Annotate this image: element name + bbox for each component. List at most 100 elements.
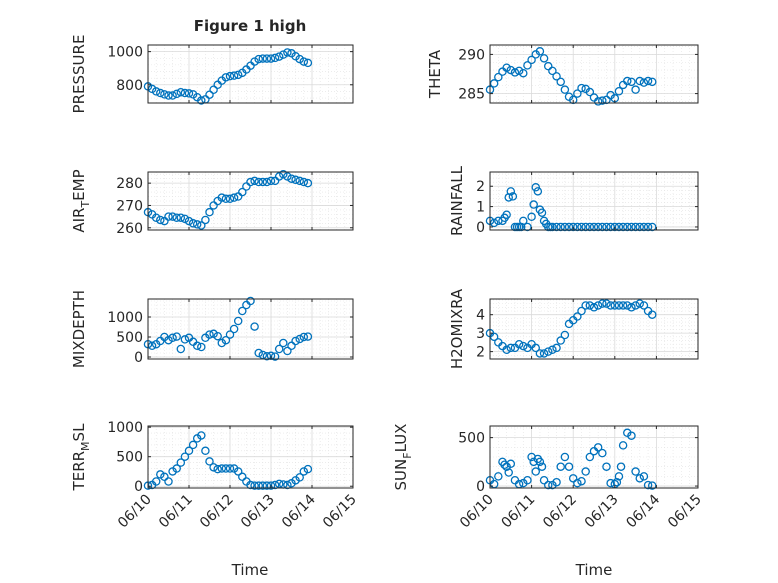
x-tick-label: 06/14 xyxy=(623,491,663,531)
data-point xyxy=(295,176,304,186)
axes-box xyxy=(147,44,354,104)
data-point xyxy=(552,222,561,232)
data-point xyxy=(589,222,599,232)
data-point xyxy=(639,222,649,232)
data-point xyxy=(184,89,194,98)
data-point xyxy=(564,462,574,471)
data-point xyxy=(233,70,243,80)
data-point xyxy=(647,481,657,490)
data-point xyxy=(303,178,313,188)
data-point xyxy=(283,48,292,57)
data-point xyxy=(573,312,582,321)
data-point xyxy=(533,187,543,196)
data-point xyxy=(266,481,276,490)
axes-box xyxy=(489,171,699,231)
subplot-6: 2 3 4 H2OMIXRA xyxy=(448,288,699,369)
data-point xyxy=(201,446,210,456)
data-point xyxy=(254,348,263,358)
data-point xyxy=(556,462,565,471)
data-point xyxy=(606,301,615,310)
data-point xyxy=(168,212,177,221)
data-point xyxy=(233,316,243,326)
data-point xyxy=(527,212,536,222)
data-point xyxy=(560,222,570,232)
data-point xyxy=(287,174,296,183)
data-point xyxy=(279,50,288,59)
data-point xyxy=(225,464,235,473)
data-point xyxy=(627,303,636,312)
data-point xyxy=(197,96,206,105)
data-point xyxy=(192,341,202,351)
data-point xyxy=(156,215,165,225)
y-tick-label: 0 xyxy=(476,479,485,495)
data-point xyxy=(531,467,541,476)
data-point xyxy=(291,175,300,185)
y-tick-label: 0 xyxy=(134,350,143,366)
data-point xyxy=(548,222,557,232)
data-point xyxy=(238,306,247,316)
data-point xyxy=(274,52,284,61)
subplot-7: 06/10 06/11 06/12 06/13 06/14 06/15 0 500 1000 TE… xyxy=(70,420,360,531)
x-axis-label-left: Time xyxy=(231,561,269,579)
data-point xyxy=(529,200,538,209)
data-point xyxy=(184,446,194,456)
data-point xyxy=(283,480,292,490)
data-point xyxy=(606,478,615,488)
data-point xyxy=(581,222,590,232)
data-point xyxy=(537,208,547,217)
y-axis-label: PRESSURE xyxy=(70,35,88,114)
data-point xyxy=(623,301,632,310)
data-point xyxy=(585,452,595,462)
data-point xyxy=(560,85,570,94)
data-point xyxy=(593,443,603,452)
data-point xyxy=(506,343,516,353)
data-point xyxy=(262,54,272,63)
data-point xyxy=(527,55,536,65)
data-point xyxy=(647,77,657,87)
data-point xyxy=(539,475,549,485)
data-point xyxy=(209,463,218,472)
data-point xyxy=(266,54,276,63)
axes-box xyxy=(489,425,699,489)
y-tick-label: 1000 xyxy=(107,420,143,436)
subplot-8: 06/10 06/11 06/12 06/13 06/14 06/15 0 500 SUNFLU… xyxy=(392,424,705,532)
data-point xyxy=(160,90,169,99)
y-tick-label: 500 xyxy=(116,450,143,466)
data-point xyxy=(639,472,649,481)
data-point xyxy=(303,464,313,474)
data-point xyxy=(585,222,595,232)
data-point xyxy=(581,467,590,476)
data-point xyxy=(614,301,624,310)
data-point xyxy=(205,330,214,339)
data-point xyxy=(172,213,181,222)
data-point xyxy=(494,72,503,82)
data-point xyxy=(254,54,263,64)
data-point xyxy=(635,474,645,483)
data-point xyxy=(164,212,173,221)
data-point xyxy=(614,222,624,232)
data-point xyxy=(506,187,516,196)
data-point xyxy=(246,480,255,490)
data-point xyxy=(627,77,636,87)
data-point xyxy=(209,329,218,339)
data-point xyxy=(502,345,511,355)
data-point xyxy=(229,193,239,202)
data-point xyxy=(303,332,313,341)
data-point xyxy=(489,79,499,88)
data-point xyxy=(568,474,578,483)
data-point xyxy=(647,222,657,232)
data-point xyxy=(213,331,222,341)
data-point xyxy=(250,481,259,490)
data-point xyxy=(180,214,190,224)
data-point xyxy=(647,310,657,319)
data-point xyxy=(489,332,499,342)
data-point xyxy=(506,459,516,469)
data-point xyxy=(180,452,190,461)
data-point xyxy=(238,187,247,197)
data-point xyxy=(205,90,214,99)
data-point xyxy=(627,222,636,232)
data-point xyxy=(258,54,268,63)
y-tick-label: 280 xyxy=(116,176,143,192)
data-point xyxy=(295,334,304,344)
